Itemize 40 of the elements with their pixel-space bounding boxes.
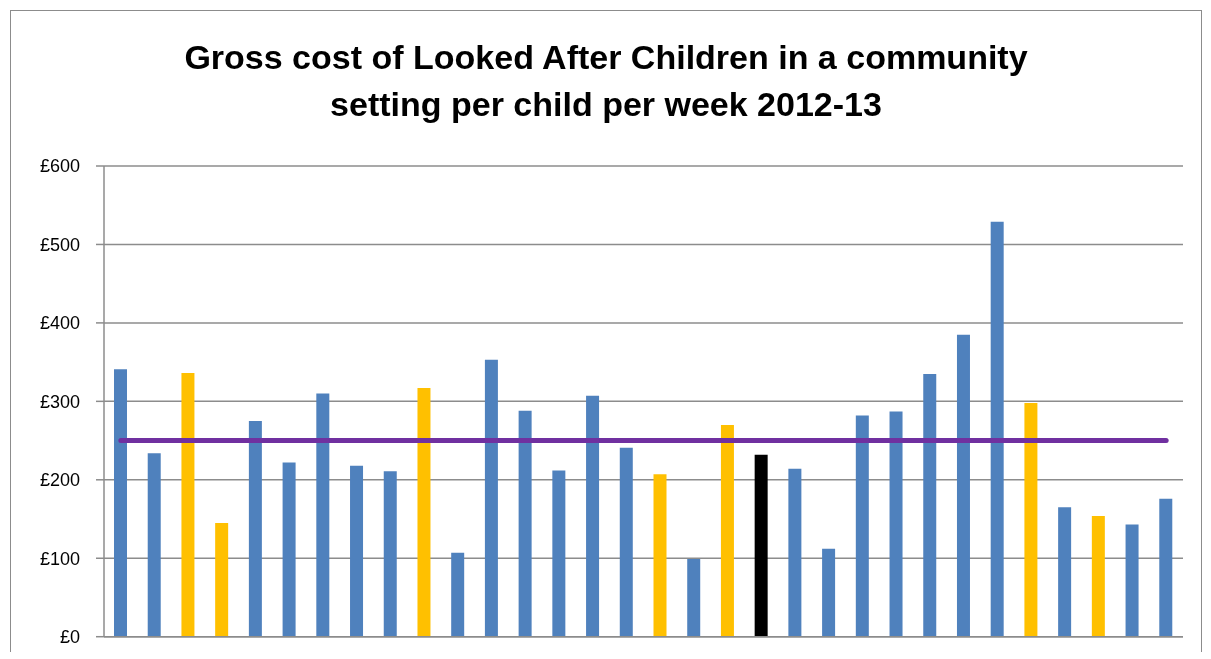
y-tick-label: £400: [39, 313, 80, 334]
bar: [248, 420, 262, 637]
bar: [1125, 524, 1139, 637]
bar: [586, 395, 600, 637]
y-tick-label: £300: [39, 391, 80, 412]
y-tick-label: £500: [39, 234, 80, 255]
y-tick-label: £200: [39, 470, 80, 491]
y-tick-label: £100: [39, 548, 80, 569]
bar: [619, 447, 633, 637]
bar: [990, 221, 1004, 637]
bar: [687, 559, 701, 637]
bar: [114, 369, 127, 637]
bar: [923, 373, 937, 637]
bar: [1058, 507, 1072, 637]
bar: [653, 474, 667, 637]
bar: [822, 548, 836, 637]
bar: [181, 373, 195, 637]
y-tick-label: £600: [39, 156, 80, 177]
bar: [383, 471, 397, 637]
bar: [282, 462, 296, 637]
y-tick-label: £0: [59, 627, 80, 648]
bar: [552, 470, 566, 637]
bar: [720, 424, 734, 637]
bar: [1024, 402, 1038, 637]
bar: [484, 359, 498, 637]
bar: [754, 454, 768, 637]
bar: [889, 411, 903, 637]
bar: [855, 415, 869, 637]
bar: [147, 453, 161, 637]
bar: [451, 552, 465, 637]
bar: [1091, 515, 1105, 637]
bar: [1159, 498, 1173, 637]
bar: [417, 388, 431, 637]
bar: [316, 393, 330, 637]
bar: [350, 465, 364, 637]
bar: [956, 334, 970, 637]
bar: [518, 410, 532, 637]
bar: [215, 522, 229, 637]
bar: [788, 468, 802, 637]
chart-title: Gross cost of Looked After Children in a community setting per child per week 2012-13: [183, 37, 1029, 125]
